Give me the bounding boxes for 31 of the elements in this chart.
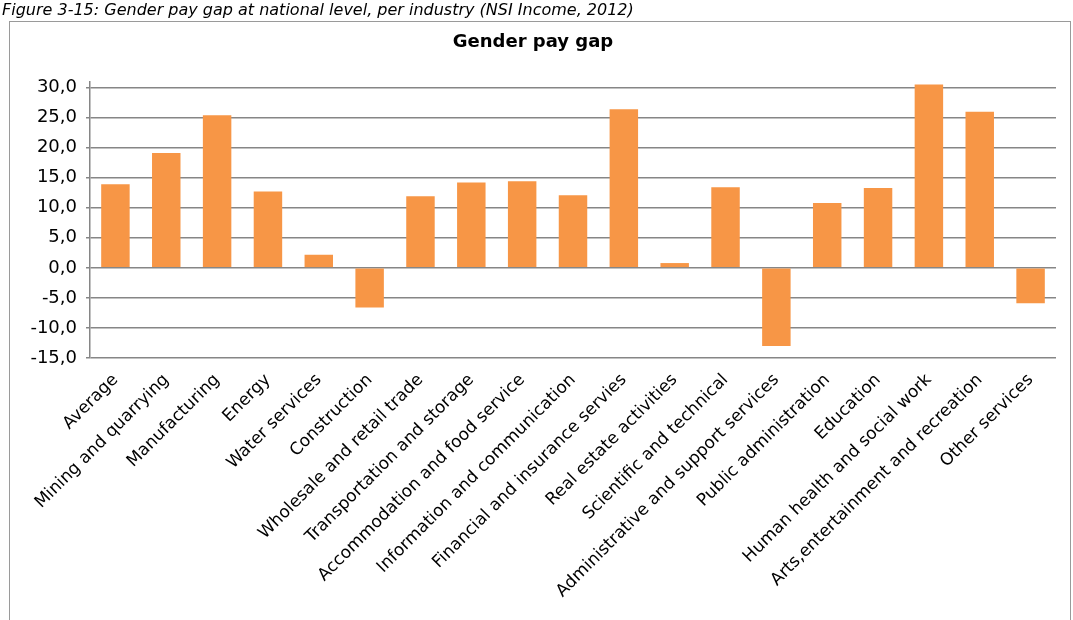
caption: Figure 3-15: Gender pay gap at national level, per industry (NSI Income, 2012) <box>2 0 634 19</box>
y-tick-label: -10,0 <box>30 315 77 337</box>
y-tick-label: 15,0 <box>36 165 77 187</box>
y-tick-label: -15,0 <box>30 345 77 367</box>
bar <box>660 263 689 268</box>
bar <box>1016 268 1045 304</box>
bar <box>304 254 334 268</box>
y-tick-label: 30,0 <box>36 75 77 97</box>
y-tick-label: 25,0 <box>36 105 77 127</box>
bar <box>202 115 232 268</box>
bar <box>152 153 181 268</box>
y-tick-label: 5,0 <box>48 225 77 247</box>
bar <box>253 191 283 268</box>
bar <box>355 268 384 308</box>
bar <box>914 84 944 268</box>
bar <box>406 196 435 268</box>
bar <box>609 109 639 268</box>
y-tick-label: 20,0 <box>36 135 77 157</box>
bar <box>507 181 537 268</box>
bar <box>965 111 994 268</box>
y-tick-label: 10,0 <box>36 195 77 217</box>
bar <box>101 184 130 268</box>
bar <box>457 182 486 268</box>
bar <box>762 268 791 346</box>
chart-title: Gender pay gap <box>452 30 614 52</box>
bar <box>711 187 740 268</box>
bar <box>558 195 588 268</box>
y-tick-label: 0,0 <box>48 255 77 277</box>
bar <box>812 202 842 268</box>
bar <box>863 187 893 268</box>
y-tick-label: -5,0 <box>41 285 77 307</box>
